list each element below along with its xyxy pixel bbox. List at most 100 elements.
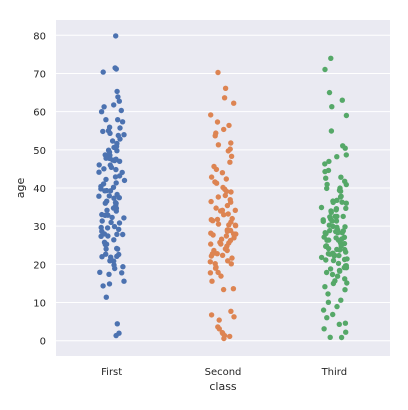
data-point: [342, 287, 348, 293]
data-point: [111, 237, 117, 243]
data-point: [120, 231, 126, 238]
data-point: [209, 278, 215, 284]
data-point: [214, 251, 220, 257]
data-point: [216, 326, 222, 332]
data-point: [114, 231, 120, 237]
data-point: [116, 98, 123, 104]
data-point: [339, 97, 345, 103]
data-point: [113, 166, 119, 173]
data-point: [335, 230, 341, 236]
data-point: [219, 207, 226, 213]
data-point: [232, 223, 239, 229]
data-point: [228, 153, 235, 159]
data-point: [323, 257, 329, 263]
data-point: [111, 102, 117, 108]
data-point: [324, 185, 330, 192]
data-point: [109, 214, 115, 221]
data-point: [344, 256, 350, 262]
data-point: [221, 126, 227, 133]
data-point: [321, 326, 327, 332]
data-point: [327, 227, 333, 234]
data-point: [328, 55, 334, 61]
data-point: [109, 138, 116, 144]
data-point: [219, 252, 226, 258]
data-point: [329, 104, 335, 110]
data-point: [103, 241, 110, 247]
x-tick-labels: First Second Third: [101, 367, 347, 378]
data-point: [216, 317, 222, 323]
data-point: [103, 294, 110, 300]
data-point: [213, 130, 219, 136]
data-point: [322, 66, 328, 73]
data-point: [322, 168, 328, 175]
data-point: [339, 199, 345, 205]
data-point: [323, 175, 329, 181]
data-point: [327, 266, 334, 272]
data-point: [322, 284, 328, 290]
data-point: [113, 180, 119, 186]
data-point: [115, 94, 121, 100]
data-point: [326, 158, 332, 165]
data-point: [222, 192, 228, 199]
data-point: [113, 143, 120, 149]
data-point: [215, 142, 222, 148]
data-point: [341, 234, 348, 240]
data-point: [338, 174, 344, 180]
data-point: [105, 233, 111, 239]
data-point: [101, 166, 107, 172]
data-point: [104, 225, 111, 231]
data-point: [207, 259, 213, 265]
data-point: [114, 148, 120, 154]
data-point: [103, 176, 109, 183]
data-point: [113, 332, 119, 339]
data-point: [215, 69, 221, 76]
data-point: [336, 252, 342, 259]
data-point: [325, 245, 332, 252]
data-point: [96, 193, 102, 199]
x-tick-label: Third: [321, 367, 348, 378]
y-tick-labels: 0 10 20 30 40 50 60 70 80: [33, 31, 46, 347]
data-point: [119, 270, 125, 276]
y-axis-label: age: [14, 178, 27, 199]
data-point: [219, 170, 226, 176]
data-point: [215, 194, 221, 200]
data-point: [208, 198, 214, 205]
data-point: [343, 200, 349, 206]
data-point: [100, 283, 106, 289]
data-point: [228, 189, 234, 195]
data-point: [113, 66, 120, 72]
data-point: [116, 220, 123, 226]
data-point: [121, 215, 127, 221]
data-point: [335, 260, 342, 267]
data-point: [101, 104, 107, 110]
data-point: [328, 128, 335, 134]
data-point: [231, 100, 237, 106]
data-point: [111, 195, 117, 201]
data-point: [214, 119, 221, 125]
data-point: [220, 286, 227, 293]
y-tick-label: 60: [33, 108, 46, 119]
data-point: [343, 249, 349, 255]
data-point: [333, 207, 339, 213]
data-point: [343, 181, 349, 188]
data-point: [230, 286, 237, 292]
data-point: [329, 271, 336, 278]
x-tick-label: First: [101, 367, 122, 378]
data-point: [324, 181, 330, 188]
data-point: [223, 233, 230, 239]
data-point: [327, 214, 333, 220]
y-tick-label: 0: [40, 337, 46, 348]
data-point: [318, 204, 325, 211]
data-point: [224, 227, 230, 233]
data-point: [111, 223, 118, 230]
data-point: [119, 119, 126, 125]
data-point: [322, 230, 328, 236]
data-point: [334, 154, 340, 160]
data-point: [228, 140, 234, 146]
data-point: [221, 95, 228, 101]
data-point: [116, 195, 123, 201]
data-point: [98, 109, 105, 115]
data-point: [343, 329, 349, 335]
